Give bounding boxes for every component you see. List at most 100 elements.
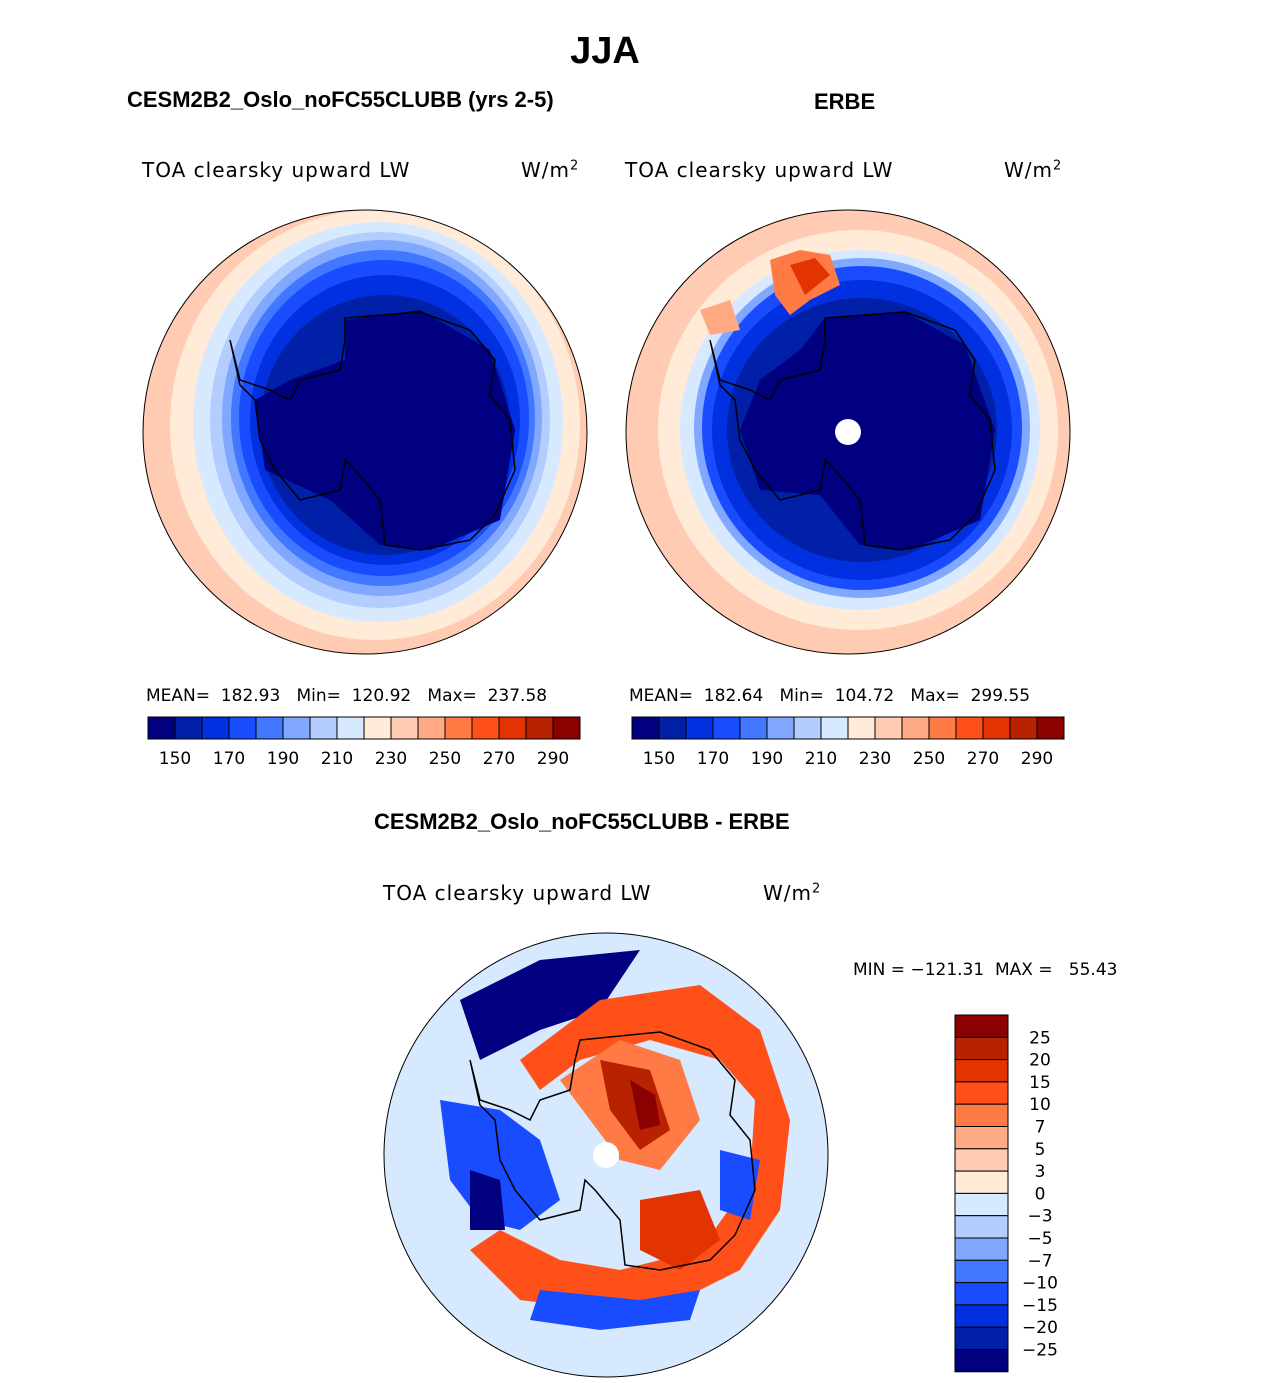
- colorbar-box: [874, 716, 903, 740]
- panel1-title: CESM2B2_Oslo_noFC55CLUBB (yrs 2-5): [127, 87, 554, 112]
- colorbar-tick-label: 3: [1035, 1162, 1046, 1182]
- colorbar-box: [1009, 716, 1038, 740]
- colorbar-tick-label: 250: [429, 749, 461, 769]
- panel2-title: ERBE: [814, 89, 876, 114]
- colorbar-box: [255, 716, 284, 740]
- colorbar-tick-label: 290: [1021, 749, 1053, 769]
- panel1-variable: TOA clearsky upward LW: [142, 158, 411, 182]
- colorbar-tick-label: −5: [1027, 1229, 1052, 1249]
- colorbar-box: [552, 716, 581, 740]
- colorbar-box: [417, 716, 446, 740]
- colorbar-tick-label: 170: [213, 749, 245, 769]
- coastline: [229, 311, 516, 551]
- colorbar-box: [928, 716, 957, 740]
- colorbar-box: [685, 716, 714, 740]
- colorbar-box: [954, 1259, 1009, 1284]
- map-erbe-border: [625, 209, 1071, 655]
- colorbar-box: [955, 716, 984, 740]
- colorbar-tick-label: −3: [1027, 1207, 1052, 1227]
- panel2-stats: MEAN= 182.64 Min= 104.72 Max= 299.55: [629, 686, 1031, 706]
- colorbar-tick-label: 190: [751, 749, 783, 769]
- colorbar-box: [444, 716, 473, 740]
- panel3-stats: MIN = −121.31 MAX = 55.43: [853, 960, 1118, 980]
- figure-title: JJA: [570, 30, 640, 72]
- colorbar-tick-label: 25: [1029, 1028, 1051, 1048]
- panel1-units: W/m2: [521, 158, 580, 182]
- colorbar-tick-label: 5: [1035, 1140, 1046, 1160]
- colorbar-box: [954, 1237, 1009, 1261]
- colorbar-box: [954, 1215, 1009, 1239]
- colorbar-box: [793, 716, 822, 740]
- colorbar-box: [954, 1326, 1009, 1350]
- colorbar-tick-label: 210: [805, 749, 837, 769]
- colorbar-box: [954, 1059, 1009, 1083]
- pole-hole: [835, 419, 861, 445]
- panel3-variable: TOA clearsky upward LW: [383, 881, 652, 905]
- colorbar-box: [954, 1349, 1009, 1373]
- colorbar-tick-label: 10: [1029, 1095, 1051, 1115]
- coastline: [469, 1031, 756, 1271]
- coastline: [709, 311, 996, 551]
- colorbar-box: [525, 716, 554, 740]
- map-diff-border: [383, 932, 829, 1378]
- colorbar-box: [1036, 716, 1065, 740]
- colorbar-box: [631, 716, 660, 740]
- colorbar-box: [982, 716, 1011, 740]
- colorbar-tick-label: 20: [1029, 1051, 1051, 1071]
- panel1-stats: MEAN= 182.93 Min= 120.92 Max= 237.58: [146, 686, 548, 706]
- colorbar-tick-label: 210: [321, 749, 353, 769]
- colorbar-tick-label: 190: [267, 749, 299, 769]
- colorbar-box: [658, 716, 687, 740]
- colorbar-box: [954, 1103, 1009, 1127]
- colorbar-box: [954, 1014, 1009, 1038]
- colorbar-tick-label: 15: [1029, 1073, 1051, 1093]
- map-model: [143, 210, 587, 654]
- colorbar-box: [847, 716, 876, 740]
- panel2-units: W/m2: [1004, 158, 1063, 182]
- panel3-title: CESM2B2_Oslo_noFC55CLUBB - ERBE: [374, 809, 790, 834]
- colorbar-box: [336, 716, 365, 740]
- colorbar-tick-label: 7: [1035, 1118, 1046, 1138]
- colorbar-box: [954, 1036, 1009, 1061]
- colorbar-box: [954, 1304, 1009, 1328]
- colorbar-tick-label: 250: [913, 749, 945, 769]
- colorbar-box: [363, 716, 392, 740]
- colorbar-tick-label: −25: [1022, 1341, 1058, 1361]
- colorbar-tick-label: 170: [697, 749, 729, 769]
- colorbar-tick-label: −7: [1027, 1251, 1052, 1271]
- map-model-border: [142, 209, 588, 655]
- colorbar-tick-label: 0: [1035, 1184, 1046, 1204]
- colorbar-erbe: 150 170 190 210 230 250 270 290: [631, 716, 1065, 769]
- colorbar-tick-label: −15: [1022, 1296, 1058, 1316]
- colorbar-box: [309, 716, 338, 740]
- colorbar-box: [471, 716, 500, 740]
- colorbar-box: [954, 1148, 1009, 1172]
- colorbar-tick-label: 230: [859, 749, 891, 769]
- colorbar-tick-label: 230: [375, 749, 407, 769]
- colorbar-tick-label: 270: [483, 749, 515, 769]
- colorbar-tick-label: −10: [1022, 1274, 1058, 1294]
- colorbar-box: [498, 716, 527, 740]
- colorbar-box: [954, 1170, 1009, 1194]
- colorbar-box: [228, 716, 257, 740]
- colorbar-box: [739, 716, 768, 740]
- panel2-variable: TOA clearsky upward LW: [625, 158, 894, 182]
- colorbar-box: [954, 1282, 1009, 1306]
- panel3-units: W/m2: [763, 881, 822, 905]
- colorbar-tick-label: 290: [537, 749, 569, 769]
- colorbar-model: 150 170 190 210 230 250 270 290: [147, 716, 581, 769]
- colorbar-tick-label: 150: [159, 749, 191, 769]
- colorbar-box: [147, 716, 176, 740]
- colorbar-box: [282, 716, 311, 740]
- colorbar-box: [712, 716, 741, 740]
- pole-hole: [593, 1142, 619, 1168]
- colorbar-box: [174, 716, 203, 740]
- colorbar-box: [390, 716, 419, 740]
- colorbar-tick-label: 270: [967, 749, 999, 769]
- colorbar-box: [901, 716, 930, 740]
- colorbar-box: [954, 1081, 1009, 1105]
- colorbar-box: [954, 1126, 1009, 1150]
